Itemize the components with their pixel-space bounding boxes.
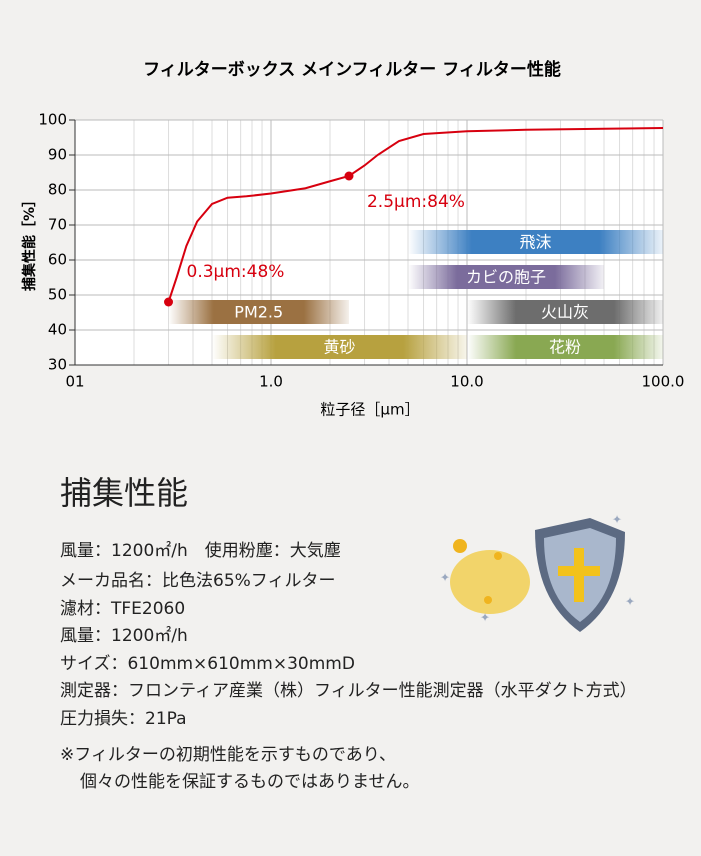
y-tick-label: 60 [48,251,67,269]
y-tick-label: 70 [48,216,67,234]
y-tick-label: 80 [48,181,67,199]
band-label: 火山灰 [541,303,589,322]
line [167,127,664,303]
spec-line: 風量：1200㎡/h [60,626,188,646]
annotation-label: 2.5μm:84% [367,192,465,212]
band-label: PM2.5 [234,303,283,322]
band [467,335,663,359]
x-tick-label: 10.0 [450,373,483,391]
spec-line: サイズ：610mm×610mm×30mmD [60,653,355,674]
spec-line: メーカ品名：比色法65%フィルター [60,571,336,591]
y-axis-label: 捕集性能［%］ [21,193,38,291]
blob [450,550,530,614]
spec-line: 測定器：フロンティア産業（株）フィルター性能測定器（水平ダクト方式） [60,681,637,701]
annotation-label: 0.3μm:48% [187,262,285,282]
sparkle: ✦ [480,611,490,625]
x-tick-label: 100.0 [642,373,685,391]
dot [494,552,502,560]
x-tick-label: 01 [65,373,84,391]
dot [453,539,467,553]
band [168,300,349,324]
band-label: カビの胞子 [466,268,546,287]
note-line: ※フィルターの初期性能を示すものであり、 [60,745,397,765]
annotation-point [344,171,354,181]
y-tick-label: 50 [48,286,67,304]
band-label: 花粉 [549,338,581,357]
dot [484,596,492,604]
chart-title: フィルターボックス メインフィルター フィルター性能 [143,59,561,80]
section-heading: 捕集性能 [60,474,189,512]
y-tick-label: 100 [38,111,67,129]
chart: フィルターボックス メインフィルター フィルター性能 捕集性能［%］ 粒子径［μ… [21,59,685,419]
x-tick-label: 1.0 [259,373,283,391]
condition: 風量：1200㎡/h 使用粉塵：大気塵 [60,541,341,561]
sparkle: ✦ [440,571,450,585]
spec-line: 濾材：TFE2060 [60,598,186,619]
band [407,265,604,289]
sparkle: ✦ [625,595,635,609]
x-axis-label: 粒子径［μm］ [320,401,419,419]
band [407,230,663,254]
spec-line: 圧力損失：21Pa [60,708,187,729]
band-label: 飛沫 [519,233,551,252]
y-tick-label: 40 [48,321,67,339]
annotation-point [164,297,174,307]
band [467,300,663,324]
band [211,335,467,359]
shield-illustration: ✦ ✦ ✦ ✦ [440,513,635,632]
note-line: 個々の性能を保証するものではありません。 [80,772,420,792]
sparkle: ✦ [612,513,622,527]
cross [558,548,600,602]
band-label: 黄砂 [323,338,355,357]
y-tick-label: 90 [48,146,67,164]
y-tick-label: 30 [48,356,67,374]
